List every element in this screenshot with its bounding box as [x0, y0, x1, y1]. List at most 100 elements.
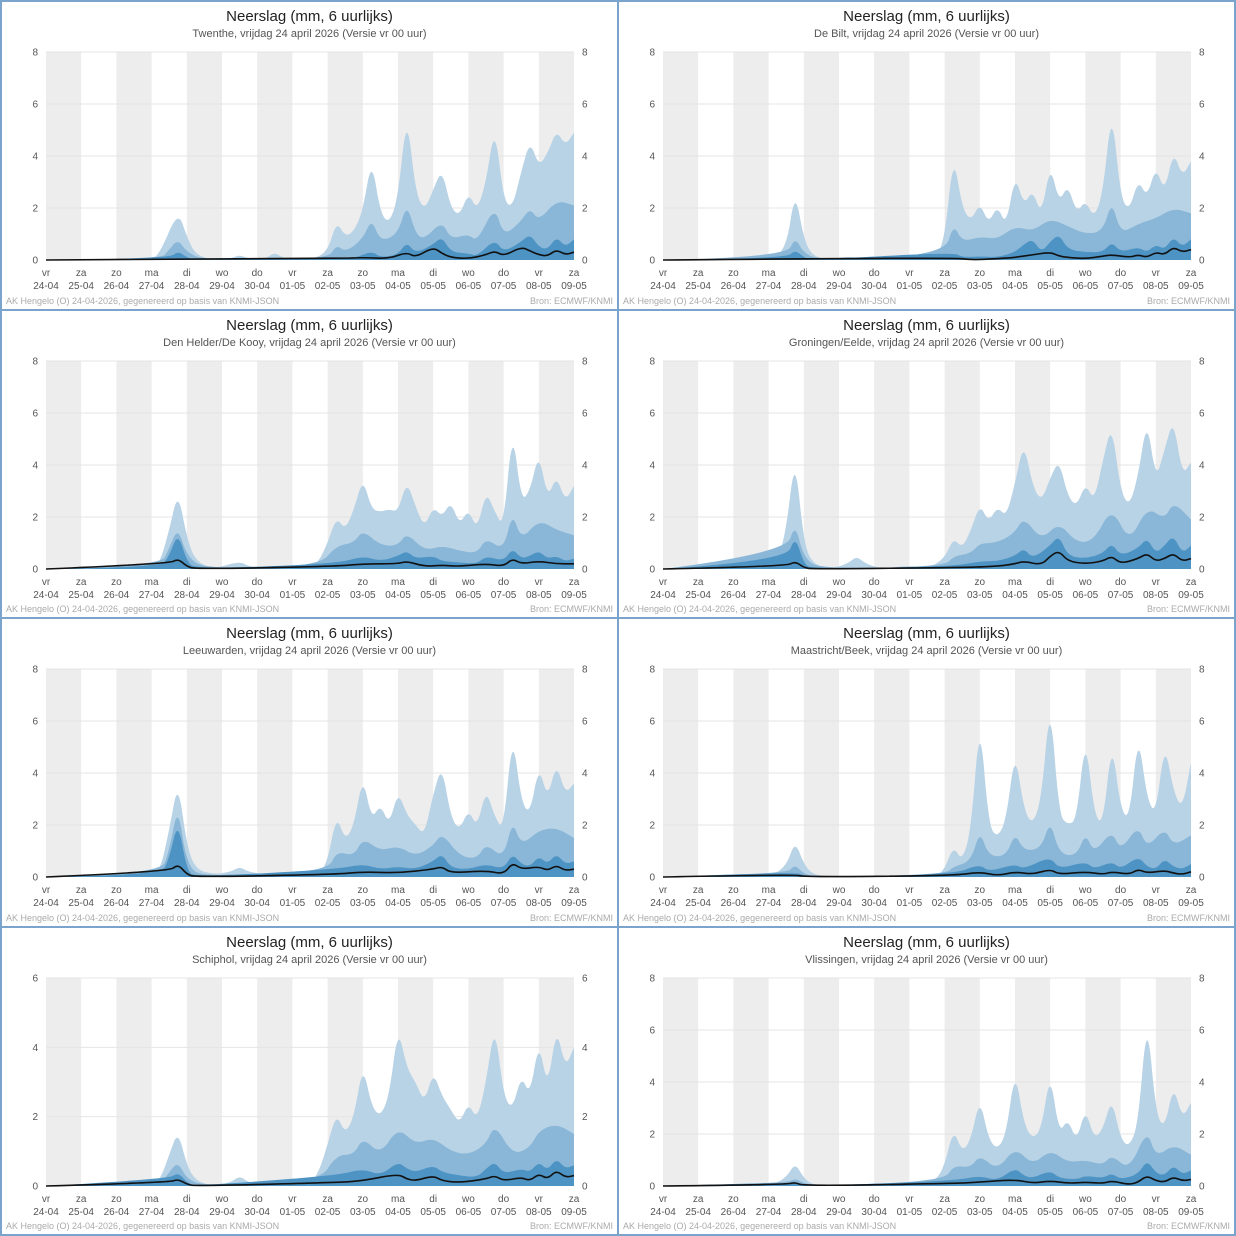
svg-text:29-04: 29-04 [826, 898, 852, 909]
svg-text:zo: zo [728, 1194, 739, 1205]
svg-text:02-05: 02-05 [931, 281, 957, 292]
svg-text:04-05: 04-05 [1002, 1207, 1028, 1218]
svg-text:di: di [182, 577, 190, 588]
chart-footer: AK Hengelo (O) 24-04-2026, gegenereerd o… [619, 912, 1234, 926]
svg-text:01-05: 01-05 [896, 1207, 922, 1218]
svg-text:4: 4 [649, 769, 655, 780]
svg-text:vr: vr [534, 1194, 543, 1205]
svg-text:ma: ma [761, 577, 775, 588]
footer-attribution: AK Hengelo (O) 24-04-2026, gegenereerd o… [6, 295, 280, 306]
svg-text:29-04: 29-04 [209, 281, 235, 292]
svg-text:vr: vr [1151, 885, 1160, 896]
svg-text:02-05: 02-05 [314, 281, 340, 292]
svg-text:wo: wo [461, 885, 475, 896]
svg-text:zo: zo [357, 1194, 368, 1205]
footer-attribution: AK Hengelo (O) 24-04-2026, gegenereerd o… [6, 604, 280, 614]
svg-text:30-04: 30-04 [244, 1207, 270, 1218]
svg-text:26-04: 26-04 [720, 898, 746, 909]
svg-text:6: 6 [32, 100, 38, 111]
svg-text:wo: wo [831, 885, 845, 896]
svg-text:zo: zo [111, 577, 122, 588]
chart-panel-leeuwarden: Neerslag (mm, 6 uurlijks) Leeuwarden, vr… [2, 619, 617, 926]
svg-text:24-04: 24-04 [650, 590, 676, 601]
svg-text:wo: wo [831, 1194, 845, 1205]
svg-text:za: za [322, 885, 333, 896]
chart-footer: AK Hengelo (O) 24-04-2026, gegenereerd o… [2, 603, 617, 617]
svg-text:8: 8 [32, 665, 38, 676]
svg-text:09-05: 09-05 [561, 590, 587, 601]
svg-text:zo: zo [728, 268, 739, 279]
svg-text:8: 8 [1199, 665, 1205, 676]
svg-text:08-05: 08-05 [1143, 1207, 1169, 1218]
svg-text:25-04: 25-04 [68, 590, 94, 601]
svg-text:do: do [498, 1194, 510, 1205]
svg-text:za: za [568, 577, 579, 588]
svg-text:do: do [1115, 268, 1127, 279]
svg-text:ma: ma [144, 885, 158, 896]
svg-text:05-05: 05-05 [1037, 590, 1063, 601]
svg-text:2: 2 [1199, 204, 1205, 215]
svg-text:26-04: 26-04 [103, 1207, 129, 1218]
chart-panel-twenthe: Neerslag (mm, 6 uurlijks) Twenthe, vrijd… [2, 2, 617, 309]
svg-text:zo: zo [974, 268, 985, 279]
svg-text:25-04: 25-04 [685, 1207, 711, 1218]
svg-text:24-04: 24-04 [33, 898, 59, 909]
svg-text:07-05: 07-05 [1107, 1207, 1133, 1218]
svg-text:01-05: 01-05 [279, 281, 305, 292]
svg-text:09-05: 09-05 [561, 281, 587, 292]
svg-text:vr: vr [905, 577, 914, 588]
svg-text:wo: wo [214, 577, 228, 588]
svg-text:wo: wo [214, 268, 228, 279]
chart-subtitle: Vlissingen, vrijdag 24 april 2026 (Versi… [805, 953, 1048, 966]
svg-text:24-04: 24-04 [33, 1207, 59, 1218]
svg-text:za: za [568, 1194, 579, 1205]
svg-text:03-05: 03-05 [350, 590, 376, 601]
svg-text:6: 6 [1199, 100, 1205, 111]
svg-text:zo: zo [974, 577, 985, 588]
svg-text:27-04: 27-04 [755, 590, 781, 601]
svg-text:vr: vr [288, 577, 297, 588]
svg-text:6: 6 [649, 408, 655, 419]
svg-text:27-04: 27-04 [138, 281, 164, 292]
svg-text:02-05: 02-05 [314, 898, 340, 909]
svg-text:8: 8 [582, 48, 588, 59]
svg-text:0: 0 [582, 256, 588, 267]
svg-text:8: 8 [649, 973, 655, 984]
svg-text:25-04: 25-04 [68, 1207, 94, 1218]
svg-text:03-05: 03-05 [967, 898, 993, 909]
svg-text:06-05: 06-05 [455, 590, 481, 601]
chart-footer: AK Hengelo (O) 24-04-2026, gegenereerd o… [2, 912, 617, 926]
svg-text:za: za [1185, 577, 1196, 588]
svg-text:06-05: 06-05 [1072, 1207, 1098, 1218]
svg-text:zo: zo [728, 577, 739, 588]
svg-text:za: za [322, 577, 333, 588]
svg-text:wo: wo [461, 268, 475, 279]
svg-text:ma: ma [391, 268, 405, 279]
chart-footer: AK Hengelo (O) 24-04-2026, gegenereerd o… [2, 295, 617, 309]
svg-text:2: 2 [582, 1112, 588, 1123]
svg-text:4: 4 [1199, 152, 1205, 163]
footer-source: Bron: ECMWF/KNMI [1146, 912, 1230, 923]
svg-text:07-05: 07-05 [490, 590, 516, 601]
svg-text:29-04: 29-04 [826, 590, 852, 601]
svg-text:di: di [429, 1194, 437, 1205]
svg-text:2: 2 [1199, 512, 1205, 523]
svg-text:0: 0 [32, 1181, 38, 1192]
svg-text:02-05: 02-05 [314, 1207, 340, 1218]
svg-text:0: 0 [582, 564, 588, 575]
svg-text:4: 4 [582, 1042, 588, 1053]
footer-source: Bron: ECMWF/KNMI [529, 912, 613, 923]
svg-text:vr: vr [658, 1194, 667, 1205]
svg-text:05-05: 05-05 [1037, 281, 1063, 292]
svg-text:za: za [75, 268, 86, 279]
svg-text:ma: ma [1008, 885, 1022, 896]
precipitation-plot: 0 0 2 2 4 4 6 6 8 8 vr 24-04 za 25-04 zo 26-04 ma 27-04 di… [649, 665, 1205, 910]
footer-attribution: AK Hengelo (O) 24-04-2026, gegenereerd o… [623, 912, 897, 923]
svg-text:za: za [568, 885, 579, 896]
svg-text:za: za [692, 577, 703, 588]
svg-text:ma: ma [1008, 1194, 1022, 1205]
svg-text:8: 8 [1199, 973, 1205, 984]
svg-text:07-05: 07-05 [1107, 898, 1133, 909]
svg-text:01-05: 01-05 [279, 898, 305, 909]
svg-text:vr: vr [41, 1194, 50, 1205]
